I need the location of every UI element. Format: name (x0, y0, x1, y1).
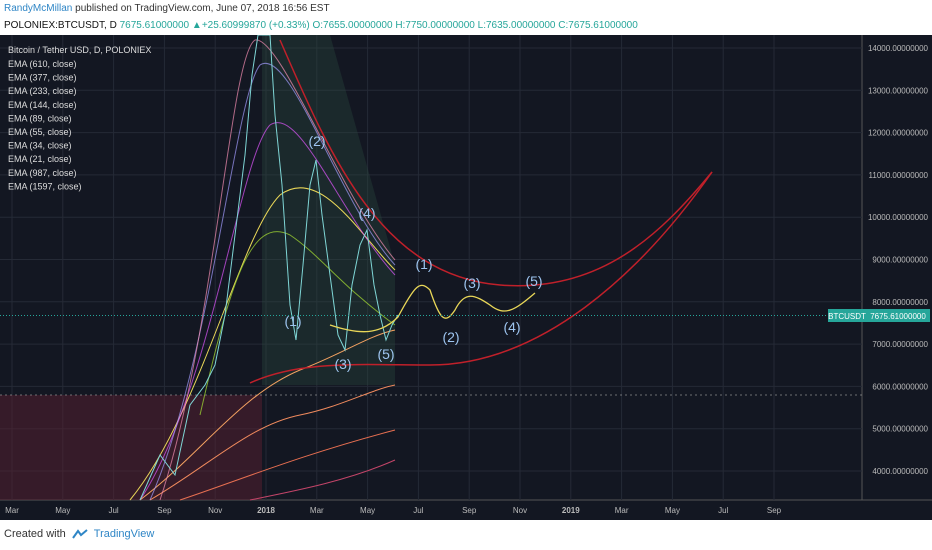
legend-item: EMA (89, close) (8, 113, 72, 123)
shaded-zone (0, 395, 262, 500)
price-tick-label: 10000.00000000 (868, 213, 929, 222)
time-tick-label: Mar (310, 506, 324, 515)
wave-label: (5) (525, 273, 542, 289)
legend-item: EMA (377, close) (8, 73, 77, 83)
change-arrow: ▲ (191, 20, 202, 31)
shaded-zone (262, 35, 395, 385)
arc (279, 39, 713, 287)
ema (139, 329, 396, 501)
ema (149, 384, 396, 501)
price-tick-label: 13000.00000000 (868, 86, 929, 95)
legend-item: EMA (21, close) (8, 154, 72, 164)
time-tick-label: May (360, 506, 375, 515)
ema (249, 459, 396, 501)
arc (249, 171, 713, 384)
ema (199, 231, 396, 416)
wave-label: (2) (442, 329, 459, 345)
symbol-tag-text: BTCUSDT (828, 312, 866, 321)
wave-label: (3) (334, 356, 351, 372)
time-tick-label: May (55, 506, 70, 515)
high: H:7750.00000000 (395, 20, 475, 31)
price-tick-label: 14000.00000000 (868, 44, 929, 53)
chart: BTCUSDT 7675.61000000 Bitcoin / Tether U… (0, 35, 932, 520)
time-tick-label: Mar (615, 506, 629, 515)
ema (139, 122, 396, 501)
legend-title: Bitcoin / Tether USD, D, POLONIEX (8, 45, 151, 55)
time-tick-label: May (665, 506, 680, 515)
ema-curves (129, 39, 396, 501)
wave-label: (1) (284, 313, 301, 329)
wave-label: (4) (358, 205, 375, 221)
price-tick-label: 12000.00000000 (868, 129, 929, 138)
legend-item: EMA (987, close) (8, 168, 77, 178)
price-tag-text: 7675.61000000 (870, 312, 926, 321)
price-tick-label: 6000.00000000 (872, 382, 928, 391)
time-tick-label: 2019 (562, 506, 580, 515)
low: L:7635.00000000 (477, 20, 556, 31)
publish-line: RandyMcMillan published on TradingView.c… (4, 3, 330, 14)
wave-label: (5) (377, 346, 394, 362)
price-tag (866, 309, 930, 322)
price-tick-label: 9000.00000000 (872, 256, 928, 265)
time-tick-label: Mar (5, 506, 19, 515)
ema (159, 39, 396, 501)
price-tick-label: 4000.00000000 (872, 467, 928, 476)
close: C:7675.61000000 (558, 20, 638, 31)
ema (179, 429, 396, 501)
legend-item: EMA (233, close) (8, 86, 77, 96)
change: +25.60999870 (+0.33%) (201, 20, 310, 31)
symbol-line: POLONIEX:BTCUSDT, D 7675.61000000 ▲+25.6… (4, 20, 638, 31)
footer: Created with TradingView (4, 528, 154, 540)
time-tick-label: Jul (108, 506, 118, 515)
time-tick-label: 2018 (257, 506, 275, 515)
price-tick-label: 5000.00000000 (872, 425, 928, 434)
wave-label: (4) (503, 319, 520, 335)
author[interactable]: RandyMcMillan (4, 3, 73, 14)
symbol: POLONIEX:BTCUSDT, D (4, 20, 117, 31)
symbol-tag (828, 309, 866, 322)
legend-item: EMA (34, close) (8, 141, 72, 151)
price-tick-label: 7000.00000000 (872, 340, 928, 349)
published: published on TradingView.com, June 07, 2… (75, 3, 330, 14)
legend-item: EMA (610, close) (8, 59, 77, 69)
brand[interactable]: TradingView (93, 528, 155, 540)
ema (149, 62, 396, 501)
wave-label: (2) (308, 133, 325, 149)
time-tick-label: Jul (413, 506, 423, 515)
price-tick-label: 8000.00000000 (872, 298, 928, 307)
legend-item: EMA (55, close) (8, 127, 72, 137)
time-tick-label: Jul (718, 506, 728, 515)
price-axis-bg (862, 35, 932, 500)
price-line (139, 35, 399, 501)
legend-item: EMA (1597, close) (8, 181, 82, 191)
created-with: Created with (4, 528, 66, 540)
time-tick-label: Nov (208, 506, 222, 515)
open: O:7655.00000000 (312, 20, 393, 31)
time-tick-label: Sep (157, 506, 172, 515)
time-tick-label: Sep (462, 506, 477, 515)
price-tick-label: 11000.00000000 (869, 171, 929, 180)
wave-label: (1) (415, 256, 432, 272)
legend-item: EMA (144, close) (8, 100, 77, 110)
wave-label: (3) (463, 275, 480, 291)
time-tick-label: Sep (767, 506, 782, 515)
logo (71, 529, 88, 539)
time-tick-label: Nov (513, 506, 527, 515)
last: 7675.61000000 (119, 20, 190, 31)
